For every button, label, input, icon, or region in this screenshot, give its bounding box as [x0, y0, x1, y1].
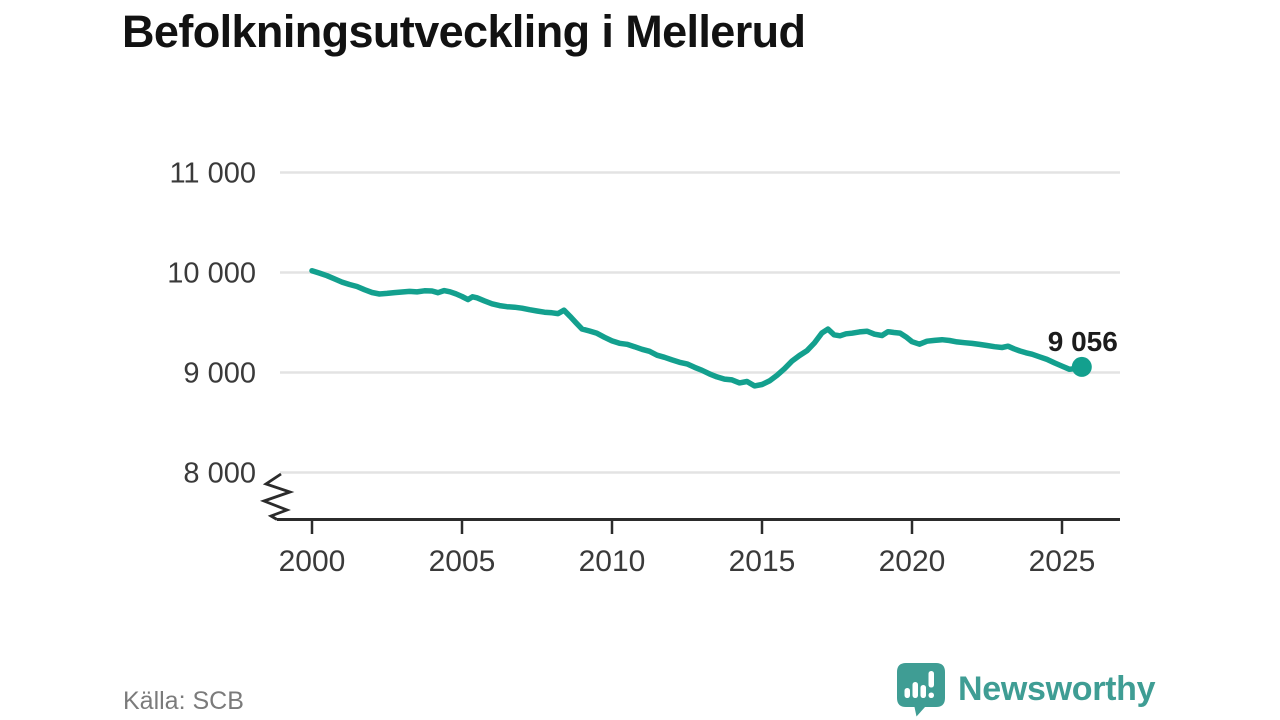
- x-tick-label: 2010: [579, 545, 646, 578]
- y-tick-label: 8 000: [183, 458, 256, 490]
- end-value-label: 9 056: [1048, 326, 1118, 357]
- page-title: Befolkningsutveckling i Mellerud: [122, 6, 806, 57]
- x-tick-label: 2005: [429, 545, 496, 578]
- population-series-line: [309, 267, 1085, 389]
- axis-break-icon: [259, 472, 295, 521]
- bar-medium-icon: [920, 685, 926, 698]
- brand-wordmark: Newsworthy: [958, 670, 1156, 708]
- x-tick-label: 2000: [279, 545, 346, 578]
- x-tick-label: 2015: [729, 545, 796, 578]
- y-tick-label: 11 000: [169, 158, 256, 190]
- x-tick-label: 2025: [1029, 545, 1096, 578]
- bar-tall-icon: [912, 682, 918, 698]
- x-tick-label: 2020: [879, 545, 946, 578]
- newsworthy-logo: Newsworthy: [895, 661, 1156, 718]
- end-dot: [1071, 356, 1092, 377]
- bar-short-icon: [904, 688, 910, 698]
- newsworthy-bubble-chart-icon: [897, 663, 945, 717]
- exclamation-stem-icon: [928, 671, 934, 688]
- y-tick-label: 9 000: [183, 358, 256, 390]
- exclamation-dot-icon: [928, 692, 934, 698]
- source-note: Källa: SCB: [123, 687, 244, 715]
- y-tick-label: 10 000: [167, 258, 256, 290]
